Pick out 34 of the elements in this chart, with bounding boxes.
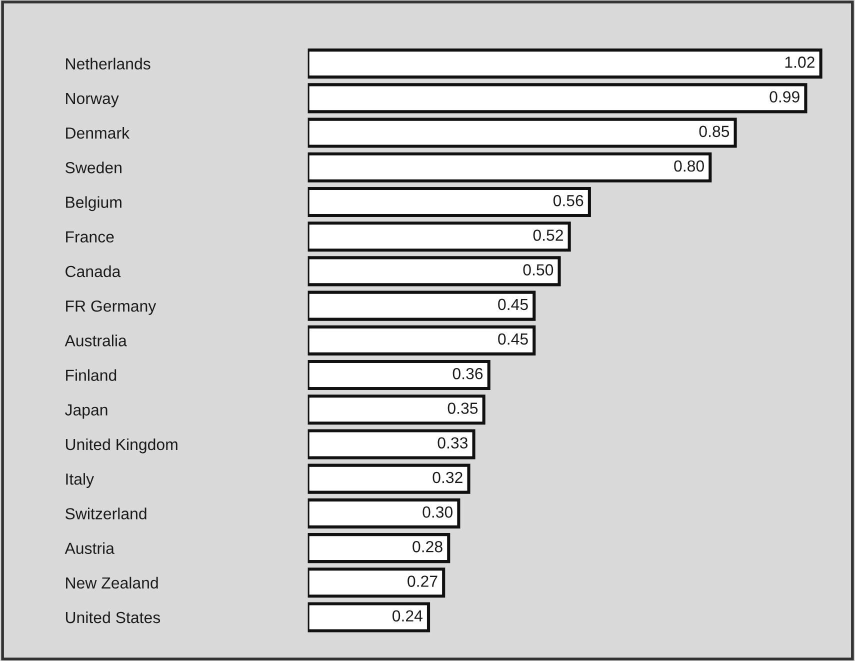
data-label: 0.36: [452, 368, 483, 380]
y-tick-label: Japan: [64, 404, 108, 419]
y-tick-label: New Zealand: [66, 576, 158, 589]
y-tick-label: Italy: [66, 473, 94, 488]
data-label: 0.45: [498, 298, 528, 310]
data-label: 0.80: [674, 160, 704, 172]
y-tick-label: Denmark: [66, 126, 130, 139]
y-tick-label: Australia: [64, 334, 127, 346]
data-label: 0.24: [392, 610, 422, 622]
data-label: 0.99: [770, 91, 800, 102]
y-tick-label: Canada: [66, 265, 121, 278]
y-tick-label: Sweden: [65, 162, 122, 174]
data-label: 0.35: [448, 402, 478, 414]
data-label: 0.45: [498, 333, 528, 345]
y-tick-label: Austria: [64, 542, 114, 554]
y-tick-label: Netherlands: [66, 58, 150, 70]
data-label: 0.85: [699, 126, 730, 138]
data-label: 0.30: [422, 506, 453, 518]
y-tick-label: United Kingdom: [66, 438, 178, 454]
y-tick-label: FR Germany: [66, 300, 156, 315]
data-label: 0.52: [533, 230, 563, 241]
data-label: 0.33: [438, 437, 468, 449]
data-label: 0.32: [432, 472, 462, 484]
y-tick-label: Switzerland: [65, 508, 146, 520]
data-label: 0.28: [412, 541, 442, 552]
data-label: 1.02: [785, 56, 814, 68]
data-label: 0.56: [553, 194, 584, 206]
data-label: 0.27: [408, 576, 438, 587]
y-tick-label: United States: [66, 611, 160, 624]
data-label: 0.50: [523, 264, 554, 276]
y-tick-label: Norway: [66, 92, 119, 108]
y-tick-label: Finland: [66, 369, 116, 381]
y-tick-label: France: [66, 231, 114, 243]
y-tick-label: Belgium: [66, 196, 122, 212]
